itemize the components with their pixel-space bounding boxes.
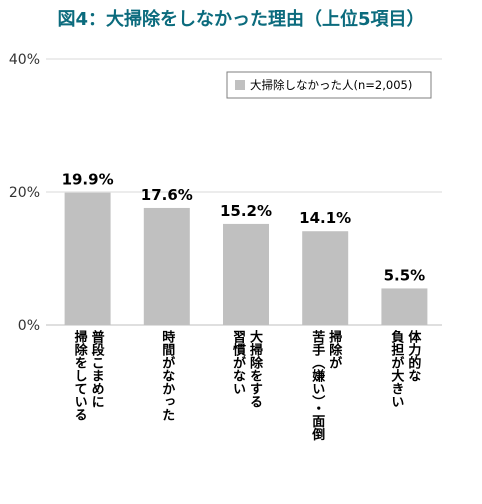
data-label: 17.6% [141, 186, 193, 204]
data-label: 5.5% [384, 266, 426, 284]
x-tick-label: 普段こまめに 掃除をしている [71, 330, 104, 421]
bar [381, 288, 428, 325]
data-label: 15.2% [220, 202, 272, 220]
bar [223, 223, 269, 325]
bar [64, 192, 111, 325]
legend-entry: 大掃除しなかった人(n=2,005) [250, 78, 412, 92]
legend: 大掃除しなかった人(n=2,005) [226, 71, 432, 99]
data-label: 14.1% [299, 209, 351, 227]
bars [64, 192, 428, 325]
gridlines [46, 58, 442, 193]
legend-box [226, 71, 432, 99]
y-tick-label: 0% [18, 318, 40, 334]
x-tick-label: 掃除が 苦手（嫌い）・面倒 [309, 330, 342, 441]
bar [143, 207, 190, 325]
chart-title: 図4：大掃除をしなかった理由（上位5項目） [57, 9, 425, 30]
y-tick-label: 20% [9, 185, 40, 201]
x-tick-label: 時間がなかった [159, 330, 175, 421]
legend-swatch [235, 80, 245, 90]
data-labels: 19.9% 17.6% 15.2% 14.1% 5.5% [62, 171, 426, 285]
data-label: 19.9% [62, 171, 114, 189]
y-tick-label: 40% [9, 52, 40, 68]
x-tick-label: 大掃除をする 習慣がない [230, 330, 262, 408]
x-tick-label: 体力的な 負担が大きい [388, 330, 421, 408]
bar [302, 231, 349, 325]
y-axis-ticks: 0% 20% 40% [9, 52, 40, 334]
